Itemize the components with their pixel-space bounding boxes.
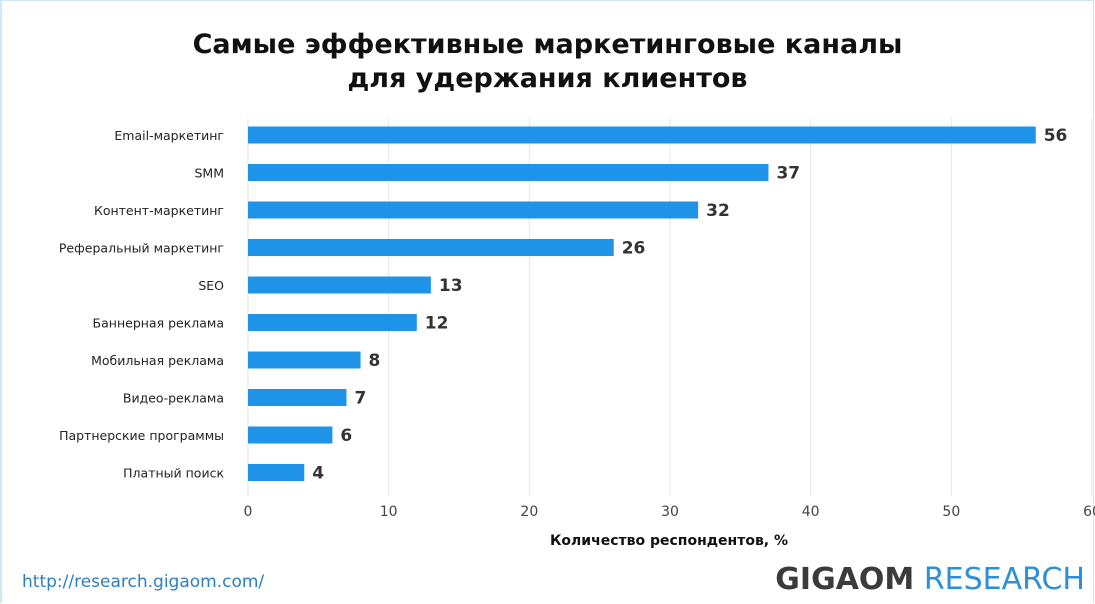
category-label: Контент-маркетинг bbox=[94, 203, 224, 218]
bar bbox=[248, 426, 333, 444]
bar bbox=[248, 389, 347, 406]
x-tick-label: 20 bbox=[520, 504, 538, 520]
bar bbox=[248, 464, 305, 481]
value-label: 8 bbox=[369, 351, 381, 371]
category-label: Email-маркетинг bbox=[114, 128, 224, 143]
value-label: 32 bbox=[706, 201, 730, 221]
category-label: SMM bbox=[194, 166, 224, 181]
bar bbox=[248, 239, 614, 256]
category-label: Платный поиск bbox=[123, 466, 224, 481]
value-label: 4 bbox=[312, 464, 324, 484]
x-tick-label: 40 bbox=[802, 504, 820, 520]
chart-title: Самые эффективные маркетинговые каналы д… bbox=[0, 28, 1095, 96]
chart-title-line-2: для удержания клиентов bbox=[347, 63, 748, 94]
chart-title-line-1: Самые эффективные маркетинговые каналы bbox=[192, 29, 903, 60]
value-label: 26 bbox=[622, 239, 646, 259]
brand-logo-light: RESEARCH bbox=[914, 562, 1085, 597]
value-label: 12 bbox=[425, 314, 449, 334]
category-label: Баннерная реклама bbox=[93, 316, 224, 331]
bar bbox=[248, 201, 699, 219]
bar bbox=[248, 164, 769, 181]
value-label: 7 bbox=[354, 389, 366, 409]
brand-logo: GIGAOM RESEARCH bbox=[775, 562, 1085, 597]
category-label: Партнерские программы bbox=[59, 428, 224, 443]
category-label: Видео-реклама bbox=[123, 391, 224, 406]
bar bbox=[248, 314, 417, 331]
category-label: Мобильная реклама bbox=[91, 353, 224, 368]
value-label: 37 bbox=[776, 164, 800, 184]
value-label: 13 bbox=[439, 276, 463, 296]
x-tick-label: 30 bbox=[661, 504, 679, 520]
value-label: 56 bbox=[1044, 126, 1068, 146]
x-tick-label: 60 bbox=[1083, 504, 1095, 520]
source-link[interactable]: http://research.gigaom.com/ bbox=[22, 572, 265, 592]
value-label: 6 bbox=[340, 426, 352, 446]
x-tick-label: 0 bbox=[244, 504, 253, 520]
category-label: Реферальный маркетинг bbox=[59, 241, 224, 256]
bar bbox=[248, 351, 361, 369]
x-tick-label: 50 bbox=[942, 504, 960, 520]
category-label: SEO bbox=[198, 278, 224, 293]
brand-logo-bold: GIGAOM bbox=[775, 562, 915, 597]
x-tick-label: 10 bbox=[380, 504, 398, 520]
bar bbox=[248, 276, 431, 294]
bar-chart: Email-маркетинг 56 SMM 37 Контент-маркетинг 3… bbox=[59, 118, 1095, 549]
x-axis-title: Количество респондентов, % bbox=[550, 533, 788, 549]
bar bbox=[248, 126, 1036, 144]
